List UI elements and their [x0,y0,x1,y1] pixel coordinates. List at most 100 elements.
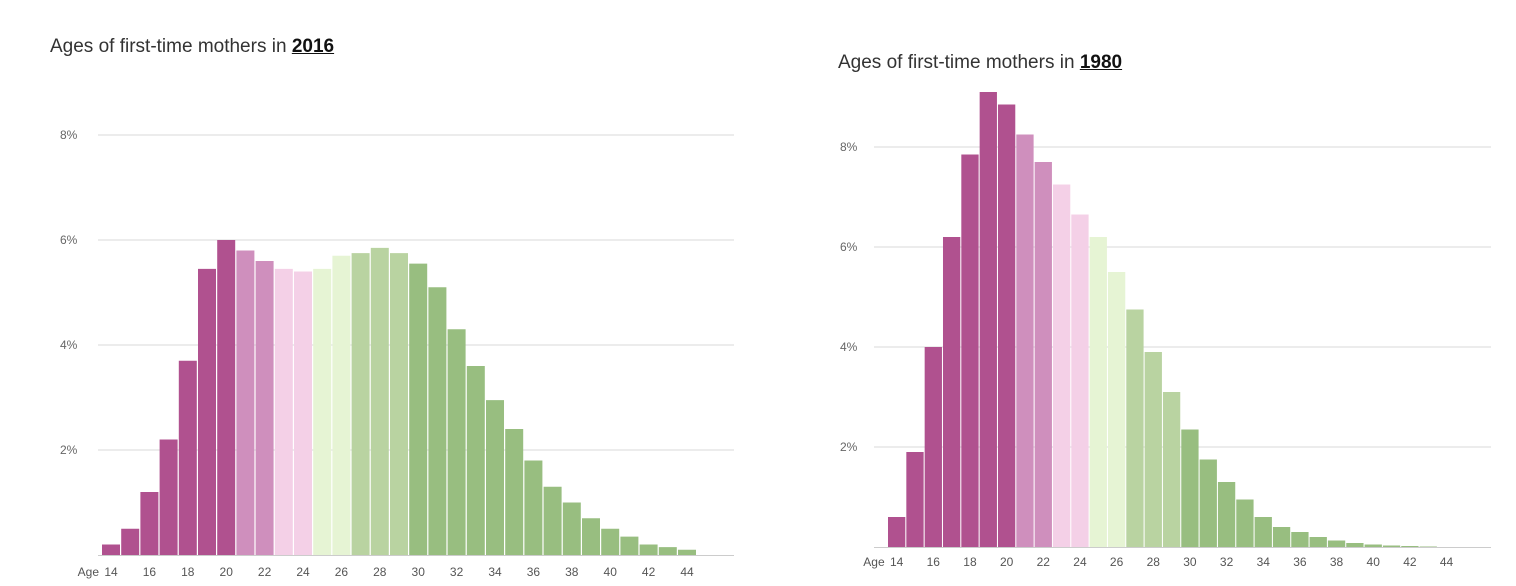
x-tick-label: 16 [143,565,157,579]
bar-age-20 [217,240,236,555]
bar-age-35 [505,429,524,555]
bar-age-44 [678,549,696,555]
chart-title: Ages of first-time mothers in 2016 [50,36,334,58]
chart-title-prefix: Ages of first-time mothers in [50,36,287,57]
bar-age-23 [274,268,293,555]
y-tick-label: 4% [60,338,78,352]
bar-age-32 [447,329,466,555]
chart-title-year[interactable]: 2016 [291,36,335,57]
bar-chart-2016: 2% 4% 6% 8% 14 16 18 20 22 24 26 28 30 32 34 36 38 40 42 44… [60,128,734,579]
bar-age-34 [1254,517,1272,547]
x-tick-label: 30 [1183,555,1197,569]
bar-age-15 [121,528,140,555]
x-tick-label: 32 [450,565,464,579]
bar-age-27 [351,253,370,555]
bar-age-17 [159,439,178,555]
x-tick-label: 24 [1073,555,1087,569]
bar-age-20 [997,104,1016,547]
bar-age-29 [390,253,408,555]
y-tick-label: 2% [60,443,78,457]
bar-age-22 [1034,162,1052,547]
bar-age-22 [255,261,274,555]
bar-age-37 [543,486,562,555]
y-tick-label: 2% [840,440,858,454]
y-tick-label: 6% [840,240,858,254]
x-tick-label: 18 [181,565,195,579]
x-tick-label: 20 [220,565,234,579]
bar-age-29 [1162,392,1181,547]
bar-age-16 [140,492,159,555]
y-tick-label: 4% [840,340,858,354]
bar-age-34 [486,400,504,555]
bar-age-31 [428,287,447,555]
chart-title-year[interactable]: 1980 [1079,52,1123,73]
bar-chart-1980: 2% 4% 6% 8% 14 16 18 20 22 24 26 28 30 32 34 36 38 40 42 44… [840,92,1491,569]
y-tick-label: 8% [60,128,78,142]
bar-age-31 [1199,459,1217,547]
bar-age-43 [1419,546,1437,547]
x-tick-label: 18 [963,555,977,569]
bar-age-19 [979,92,997,547]
x-tick-label: 22 [258,565,272,579]
bar-age-28 [370,247,389,555]
bar-age-33 [466,366,485,555]
x-tick-label: 40 [604,565,618,579]
x-axis-age-label: Age [78,565,100,579]
x-tick-label: 28 [373,565,387,579]
x-tick-label: 38 [1330,555,1344,569]
bar-age-27 [1126,309,1144,547]
x-tick-label: 38 [565,565,579,579]
chart-title: Ages of first-time mothers in 1980 [838,52,1122,74]
x-tick-label: 14 [104,565,118,579]
y-tick-label: 8% [840,140,858,154]
bar-age-17 [942,237,961,547]
x-tick-label: 42 [1403,555,1417,569]
bar-age-14 [888,517,906,547]
bar-age-14 [102,544,120,555]
x-tick-label: 26 [1110,555,1124,569]
bar-age-24 [1071,214,1089,547]
bar-age-24 [294,271,312,555]
x-tick-label: 22 [1037,555,1051,569]
x-tick-label: 34 [488,565,502,579]
bar-age-39 [1346,543,1364,547]
bar-age-21 [236,250,255,555]
bar-age-15 [906,452,924,547]
x-tick-label: 24 [296,565,310,579]
bar-age-18 [178,360,197,555]
x-tick-label: 28 [1147,555,1161,569]
bar-age-42 [1401,546,1419,547]
x-tick-label: 40 [1367,555,1381,569]
x-tick-label: 26 [335,565,349,579]
chart-panel-2016: Ages of first-time mothers in 2016 2% 4% 6… [48,36,748,586]
bar-age-36 [1291,532,1309,547]
bar-age-23 [1052,184,1071,547]
bar-age-30 [409,263,428,555]
bar-age-25 [1089,237,1107,547]
x-tick-label: 34 [1257,555,1271,569]
bar-age-18 [961,154,979,547]
bar-age-35 [1272,527,1291,547]
bar-age-40 [601,528,620,555]
y-tick-label: 6% [60,233,78,247]
bar-age-37 [1309,537,1327,547]
x-tick-label: 36 [1293,555,1307,569]
bar-age-26 [1107,272,1126,547]
bar-age-36 [524,460,543,555]
x-tick-label: 36 [527,565,541,579]
chart-panel-1980: Ages of first-time mothers in 1980 2% 4% 6… [836,52,1506,586]
bar-age-28 [1144,352,1162,547]
bar-age-32 [1217,482,1236,547]
bar-age-40 [1364,544,1382,547]
bar-age-41 [620,536,639,555]
chart-title-prefix: Ages of first-time mothers in [838,52,1075,73]
bar-age-33 [1236,499,1254,547]
bar-age-30 [1181,429,1199,547]
bar-age-43 [658,547,677,555]
x-tick-label: 32 [1220,555,1234,569]
x-tick-label: 44 [680,565,694,579]
bar-age-16 [924,347,942,547]
x-axis-age-label: Age [863,555,885,569]
bar-age-42 [639,544,658,555]
x-tick-label: 42 [642,565,656,579]
